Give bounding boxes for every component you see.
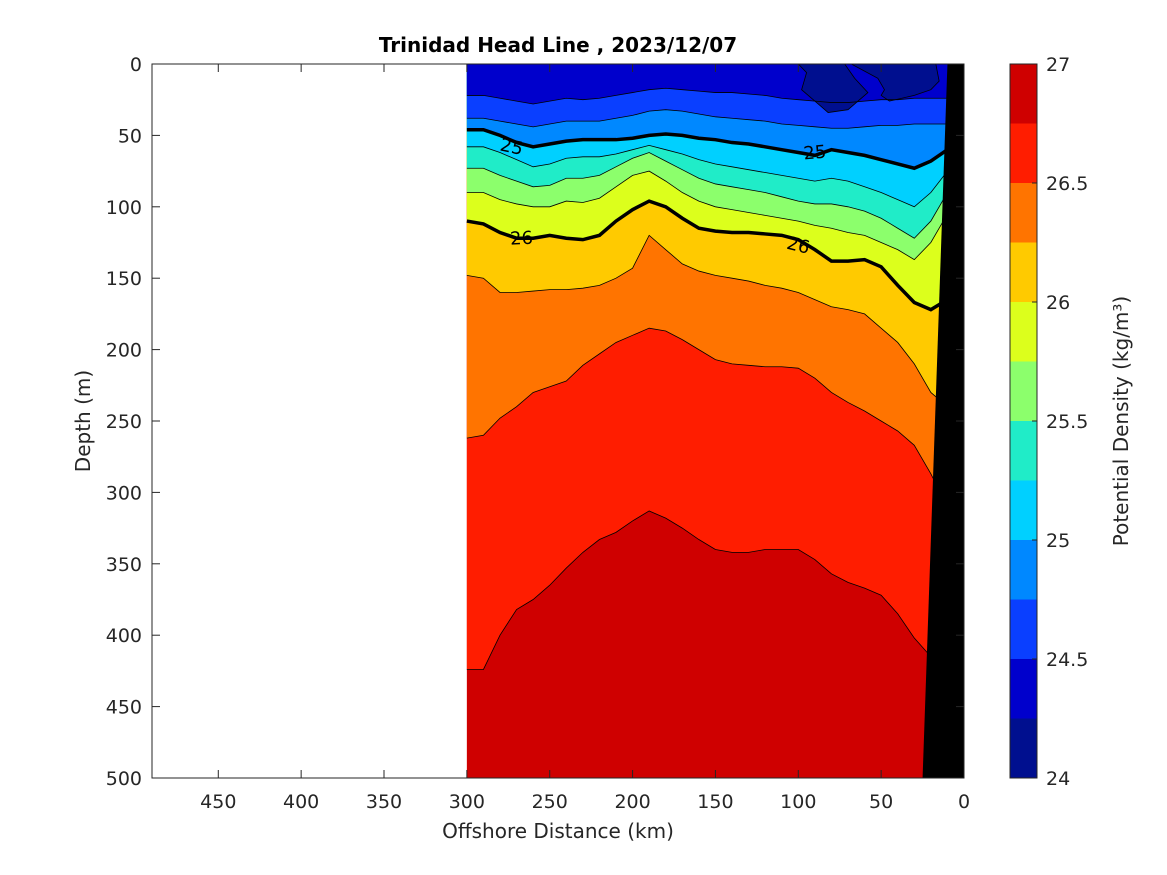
colorbar-tick-label: 24.5 [1046,649,1088,671]
y-axis-label: Depth (m) [71,370,95,472]
x-tick-label: 150 [697,791,733,813]
x-tick-label: 50 [869,791,893,813]
colorbar-swatch [1010,123,1037,183]
colorbar-swatch [1010,599,1037,659]
y-tick-label: 300 [106,482,142,504]
y-tick-label: 0 [130,54,142,76]
x-tick-label: 100 [780,791,816,813]
contour-line-26.25 [466,234,948,408]
contour-label-0: 25 [498,135,525,160]
colorbar-swatch [1010,659,1037,719]
colorbar-tick-label: 25.5 [1046,411,1088,433]
contour-line-26.75 [466,510,948,679]
x-axis: 450 400 350 300 250 200 150 100 50 0 [200,64,970,813]
x-tick-label: 250 [532,791,568,813]
colorbar: 24 24.5 25 25.5 26 26.5 27 [1009,54,1088,790]
y-tick-label: 100 [106,197,142,219]
seafloor-bathymetry [922,64,964,778]
x-tick-label: 400 [283,791,319,813]
y-tick-label: 400 [106,625,142,647]
y-tick-label: 350 [106,554,142,576]
y-tick-label: 450 [106,697,142,719]
y-axis: 0 50 100 150 200 250 300 350 400 450 500 [106,54,964,790]
colorbar-swatch [1010,183,1037,243]
seafloor-wedge [922,64,964,778]
patch-0 [781,64,869,113]
contour-label-1: 25 [803,142,828,165]
contour-label-2: 26 [510,228,534,250]
colorbar-swatch [1010,64,1037,124]
contour-label-text: 25 [803,142,828,165]
contour-line-26.5 [466,327,948,507]
colorbar-swatch [1010,302,1037,362]
colorbar-tick-label: 25 [1046,530,1070,552]
y-tick-label: 250 [106,411,142,433]
x-tick-label: 350 [366,791,402,813]
contour-label-text: 26 [510,228,534,250]
contour-line-26.0 [466,199,949,312]
contour-line-25.25 [466,144,948,208]
colorbar-swatch [1010,361,1037,421]
colorbar-tick-label: 27 [1046,54,1070,76]
contour-line-25.75 [466,170,948,261]
patch-1 [851,64,940,102]
y-tick-label: 200 [106,340,142,362]
colorbar-swatch [1010,718,1037,778]
y-tick-label: 150 [106,268,142,290]
colorbar-label: Potential Density (kg/m³) [1109,296,1133,547]
y-tick-label: 50 [118,125,142,147]
y-tick-label: 500 [106,768,142,790]
x-axis-label: Offshore Distance (km) [442,819,674,843]
x-tick-label: 200 [614,791,650,813]
x-tick-label: 0 [958,791,970,813]
colorbar-swatch [1010,242,1037,302]
colorbar-tick-label: 24 [1046,768,1070,790]
x-tick-label: 450 [200,791,236,813]
chart-title: Trinidad Head Line , 2023/12/07 [379,33,737,57]
x-tick-label: 300 [449,791,485,813]
contour-line-24.75 [466,109,948,129]
contour-line-24.5 [466,87,948,105]
colorbar-tick-label: 26.5 [1046,173,1088,195]
contour-line-25.0 [466,127,949,171]
colorbar-swatch [1010,480,1037,540]
density-bands [466,64,948,778]
contour-line-25.5 [466,152,948,239]
colorbar-swatch [1010,540,1037,600]
contour-label-text: 25 [498,135,525,160]
contour-lines [466,87,949,679]
plot-area [466,64,964,778]
colorbar-swatch [1010,421,1037,481]
low-density-patches [781,64,940,113]
colorbar-tick-label: 26 [1046,292,1070,314]
